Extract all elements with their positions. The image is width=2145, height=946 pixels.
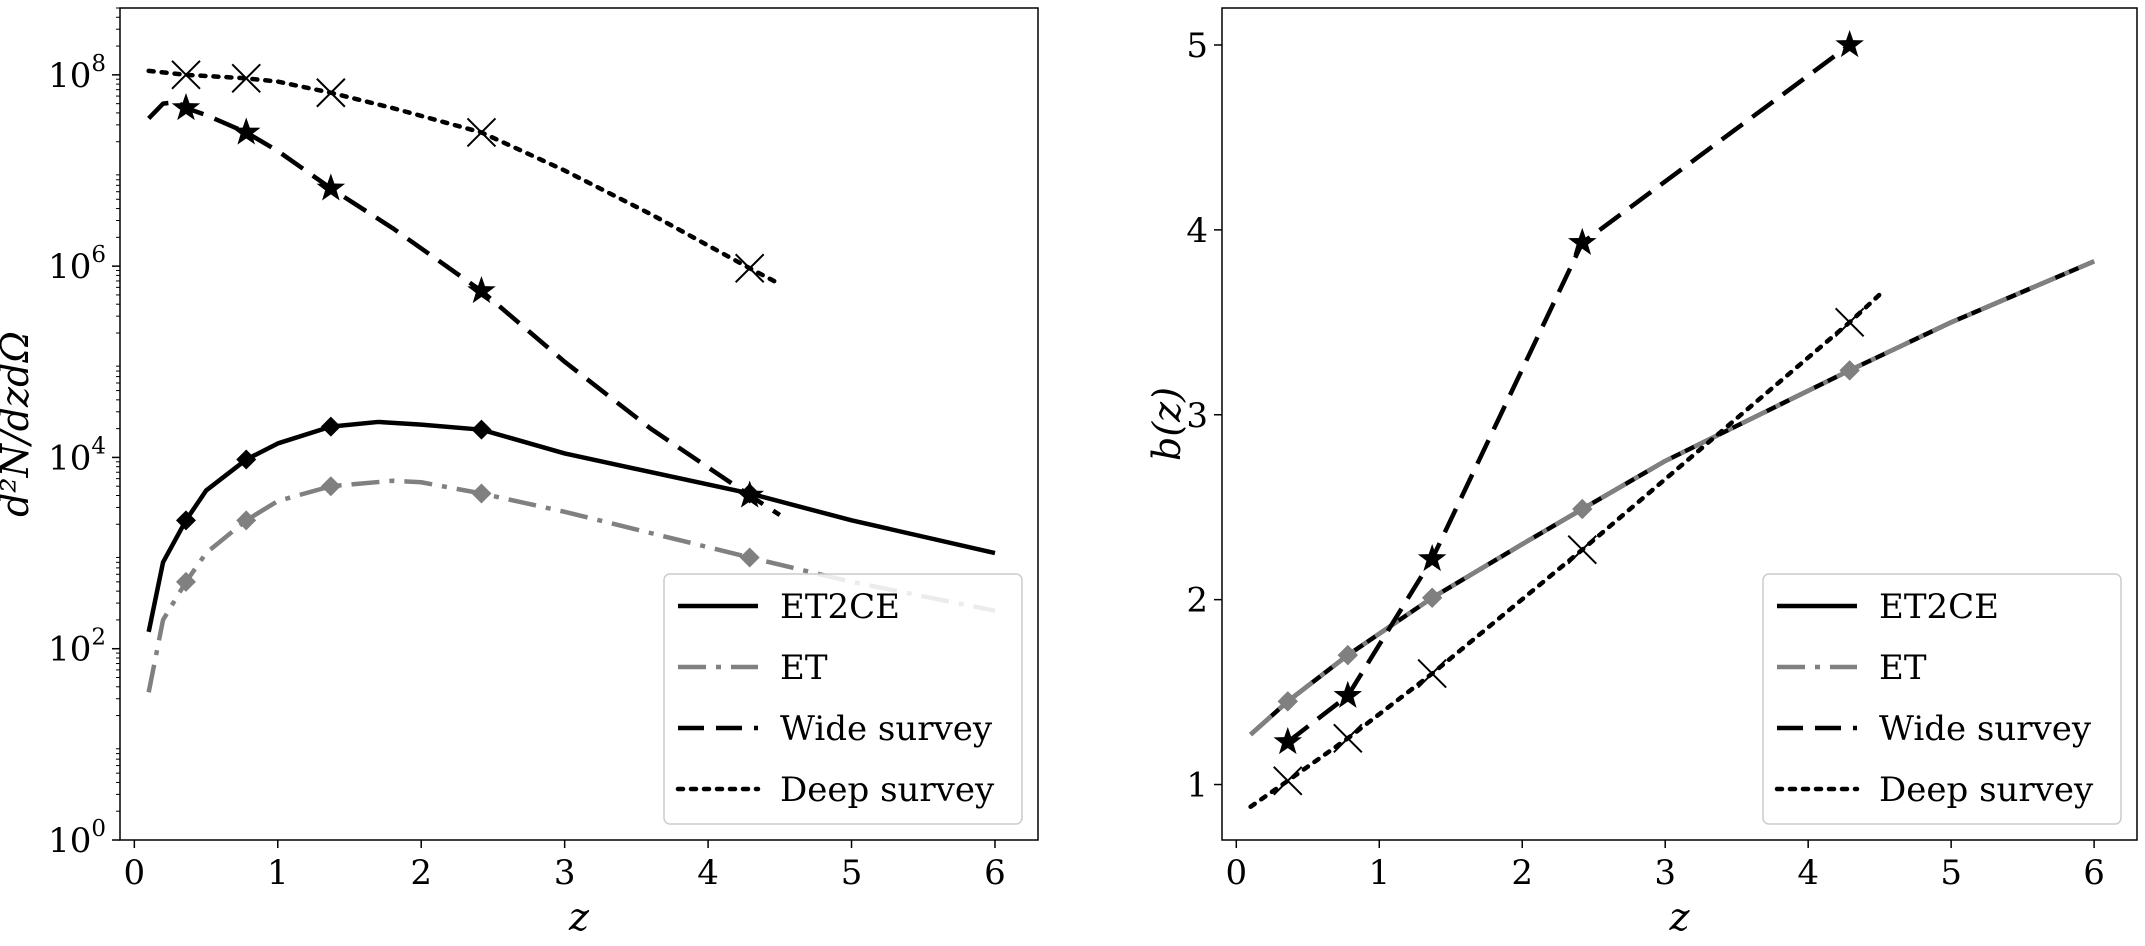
data-point-wide-survey bbox=[1835, 29, 1864, 58]
data-point-et bbox=[236, 510, 257, 531]
y-axis-label: d²N/dzdΩ bbox=[0, 331, 37, 517]
data-point-wide-survey bbox=[1273, 727, 1303, 755]
series-wide-survey bbox=[147, 93, 782, 517]
y-tick-label: 4 bbox=[1186, 211, 1208, 251]
data-point-et bbox=[1422, 587, 1443, 608]
y-tick-label: 2 bbox=[1186, 581, 1208, 621]
data-point-et bbox=[1337, 645, 1358, 666]
y-tick-label: 100 bbox=[48, 816, 106, 861]
x-tick-label: 2 bbox=[1511, 853, 1533, 893]
data-point-wide-survey bbox=[1568, 227, 1597, 255]
x-tick-label: 0 bbox=[124, 853, 146, 893]
data-point-wide-survey bbox=[1333, 680, 1363, 708]
legend-label-deep-survey: Deep survey bbox=[780, 770, 995, 810]
y-tick-label: 3 bbox=[1186, 396, 1208, 436]
plot-area bbox=[146, 60, 996, 693]
x-tick-label: 6 bbox=[984, 853, 1006, 893]
data-point-wide-survey bbox=[231, 117, 261, 145]
series-deep-survey bbox=[146, 60, 783, 287]
x-tick-label: 0 bbox=[1225, 853, 1247, 893]
data-point-et bbox=[320, 476, 341, 497]
x-tick-label: 3 bbox=[554, 853, 576, 893]
x-axis-label: z bbox=[568, 895, 590, 939]
data-point-deep-survey bbox=[1333, 723, 1363, 754]
legend-label-wide-survey: Wide survey bbox=[1879, 709, 2092, 749]
legend-box bbox=[1762, 573, 2122, 825]
x-tick-label: 5 bbox=[1940, 853, 1962, 893]
data-point-et bbox=[175, 571, 196, 592]
x-tick-label: 4 bbox=[1797, 853, 1819, 893]
y-tick-label: 104 bbox=[48, 433, 106, 478]
plot-area bbox=[1248, 29, 2095, 809]
series-wide-survey bbox=[1273, 29, 1864, 755]
x-tick-label: 1 bbox=[1368, 853, 1390, 893]
legend-label-deep-survey: Deep survey bbox=[1879, 770, 2094, 810]
data-point-et bbox=[471, 483, 492, 504]
x-axis-label: z bbox=[1668, 895, 1690, 939]
data-point-deep-survey bbox=[171, 60, 201, 90]
data-point-deep-survey bbox=[1417, 658, 1447, 689]
data-point-et bbox=[1277, 691, 1298, 712]
data-point-deep-survey bbox=[466, 117, 497, 148]
legend-label-et: ET bbox=[780, 648, 828, 688]
data-point-et bbox=[1572, 499, 1593, 520]
data-point-et2ce bbox=[320, 416, 341, 437]
legend-label-wide-survey: Wide survey bbox=[780, 709, 993, 749]
data-point-deep-survey bbox=[734, 253, 765, 283]
x-tick-label: 2 bbox=[410, 853, 432, 893]
y-tick-label: 108 bbox=[48, 51, 106, 96]
data-point-et2ce bbox=[175, 510, 196, 531]
legend: ET2CE ET Wide survey Deep survey bbox=[663, 573, 1023, 825]
data-point-deep-survey bbox=[316, 78, 346, 108]
data-point-wide-survey bbox=[171, 93, 201, 121]
series-line-deep-survey bbox=[146, 68, 783, 287]
axes-frame bbox=[119, 7, 1039, 841]
y-tick-label: 106 bbox=[48, 242, 106, 287]
data-point-et bbox=[1839, 360, 1860, 381]
data-point-deep-survey bbox=[231, 63, 261, 94]
data-point-et2ce bbox=[471, 419, 492, 440]
x-tick-label: 5 bbox=[841, 853, 863, 893]
series-et2ce bbox=[146, 416, 996, 633]
legend-box bbox=[663, 573, 1023, 825]
series-deep-survey bbox=[1248, 292, 1882, 809]
data-point-deep-survey bbox=[1834, 307, 1865, 338]
x-tick-label: 4 bbox=[697, 853, 719, 893]
legend-label-et2ce: ET2CE bbox=[780, 587, 900, 627]
y-axis-label: b(z) bbox=[1145, 387, 1189, 461]
legend-label-et2ce: ET2CE bbox=[1879, 587, 1999, 627]
x-tick-label: 6 bbox=[2083, 853, 2105, 893]
series-line-wide-survey bbox=[147, 99, 782, 517]
legend: ET2CE ET Wide survey Deep survey bbox=[1762, 573, 2122, 825]
data-point-deep-survey bbox=[1273, 766, 1303, 796]
axes-frame bbox=[1221, 7, 2138, 841]
legend-label-et: ET bbox=[1879, 648, 1927, 688]
data-point-wide-survey bbox=[735, 480, 764, 508]
data-point-wide-survey bbox=[316, 173, 346, 201]
data-point-wide-survey bbox=[1417, 543, 1447, 572]
x-tick-label: 3 bbox=[1654, 853, 1676, 893]
x-tick-label: 1 bbox=[267, 853, 289, 893]
panel-number-density: 0 1 2 3 4 5 6 100 102 104 106 108 z d²N/dzdΩ ET2CE ET Wi… bbox=[0, 7, 1039, 939]
y-tick-label: 5 bbox=[1186, 26, 1208, 66]
y-tick-label: 1 bbox=[1186, 766, 1208, 806]
series-line-et bbox=[1249, 259, 2095, 737]
data-point-et bbox=[739, 547, 760, 568]
panel-bias: 0 1 2 3 4 5 6 1 2 3 4 5 z b(z) ET2CE ET Wide survey Deep … bbox=[1145, 7, 2138, 939]
series-et bbox=[146, 476, 996, 693]
data-point-deep-survey bbox=[1567, 535, 1597, 565]
data-point-wide-survey bbox=[467, 275, 496, 304]
y-tick-label: 102 bbox=[48, 625, 106, 670]
data-point-et2ce bbox=[236, 449, 257, 470]
series-et bbox=[1249, 259, 2095, 737]
